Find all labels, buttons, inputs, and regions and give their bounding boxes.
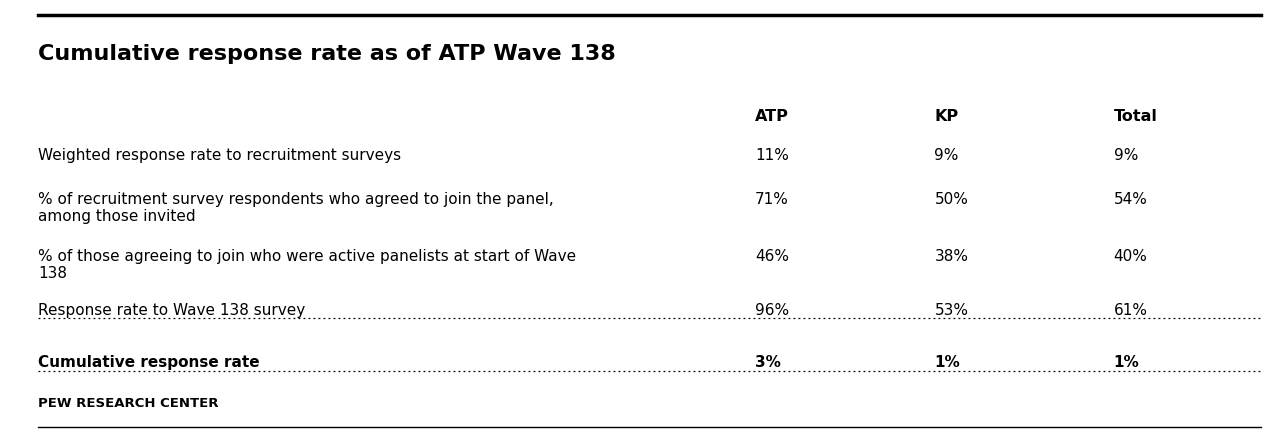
Text: 46%: 46% bbox=[755, 249, 790, 263]
Text: ATP: ATP bbox=[755, 109, 788, 124]
Text: % of those agreeing to join who were active panelists at start of Wave
138: % of those agreeing to join who were act… bbox=[38, 249, 576, 281]
Text: Total: Total bbox=[1114, 109, 1157, 124]
Text: 3%: 3% bbox=[755, 355, 781, 370]
Text: 1%: 1% bbox=[934, 355, 960, 370]
Text: Cumulative response rate as of ATP Wave 138: Cumulative response rate as of ATP Wave … bbox=[38, 44, 616, 64]
Text: 71%: 71% bbox=[755, 192, 788, 207]
Text: 50%: 50% bbox=[934, 192, 968, 207]
Text: 61%: 61% bbox=[1114, 303, 1148, 318]
Text: PEW RESEARCH CENTER: PEW RESEARCH CENTER bbox=[38, 397, 219, 410]
Text: Weighted response rate to recruitment surveys: Weighted response rate to recruitment su… bbox=[38, 148, 402, 163]
Text: 1%: 1% bbox=[1114, 355, 1139, 370]
Text: 96%: 96% bbox=[755, 303, 790, 318]
Text: 9%: 9% bbox=[934, 148, 959, 163]
Text: Response rate to Wave 138 survey: Response rate to Wave 138 survey bbox=[38, 303, 306, 318]
Text: 9%: 9% bbox=[1114, 148, 1138, 163]
Text: 38%: 38% bbox=[934, 249, 969, 263]
Text: Cumulative response rate: Cumulative response rate bbox=[38, 355, 260, 370]
Text: 53%: 53% bbox=[934, 303, 969, 318]
Text: KP: KP bbox=[934, 109, 959, 124]
Text: 40%: 40% bbox=[1114, 249, 1147, 263]
Text: 11%: 11% bbox=[755, 148, 788, 163]
Text: 54%: 54% bbox=[1114, 192, 1147, 207]
Text: % of recruitment survey respondents who agreed to join the panel,
among those in: % of recruitment survey respondents who … bbox=[38, 192, 554, 224]
